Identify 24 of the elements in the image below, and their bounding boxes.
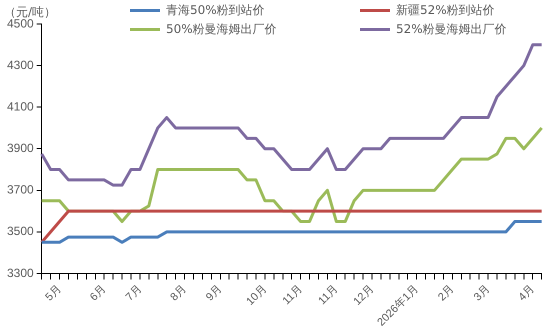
text: （元/吨） bbox=[4, 4, 56, 19]
x-tick-label: 3月 bbox=[472, 282, 492, 304]
y-tick-label: 3500 bbox=[6, 224, 34, 238]
y-tick-label: 4500 bbox=[6, 16, 34, 30]
x-tick-label: 10月 bbox=[244, 282, 270, 308]
x-tick-label: 12月 bbox=[351, 282, 376, 308]
y-tick-label: 4100 bbox=[6, 99, 34, 114]
legend-label: 52%粉曼海姆出厂价 bbox=[396, 21, 507, 38]
legend-label: 青海50%粉到站价 bbox=[166, 2, 265, 19]
y-tick-label: 4300 bbox=[6, 58, 34, 72]
x-tick-label: 8月 bbox=[168, 282, 189, 304]
x-tick-label: 6月 bbox=[88, 282, 108, 304]
x-tick-label: 11月 bbox=[316, 282, 341, 308]
y-tick-label: 3300 bbox=[6, 266, 34, 280]
x-tick-label: 7月 bbox=[124, 282, 144, 304]
legend-label: 新疆52%粉到站价 bbox=[396, 2, 495, 19]
x-tick-label: 9月 bbox=[204, 282, 225, 304]
y-tick-label: 3900 bbox=[6, 141, 34, 156]
x-tick-label: 11月 bbox=[280, 282, 305, 308]
x-tick-label: 2月 bbox=[436, 282, 457, 304]
x-tick-label: 5月 bbox=[43, 282, 64, 304]
y-tick-label: 3700 bbox=[6, 182, 34, 197]
legend-label: 50%粉曼海姆出厂价 bbox=[166, 21, 277, 38]
x-tick-label: 4月 bbox=[516, 282, 538, 304]
